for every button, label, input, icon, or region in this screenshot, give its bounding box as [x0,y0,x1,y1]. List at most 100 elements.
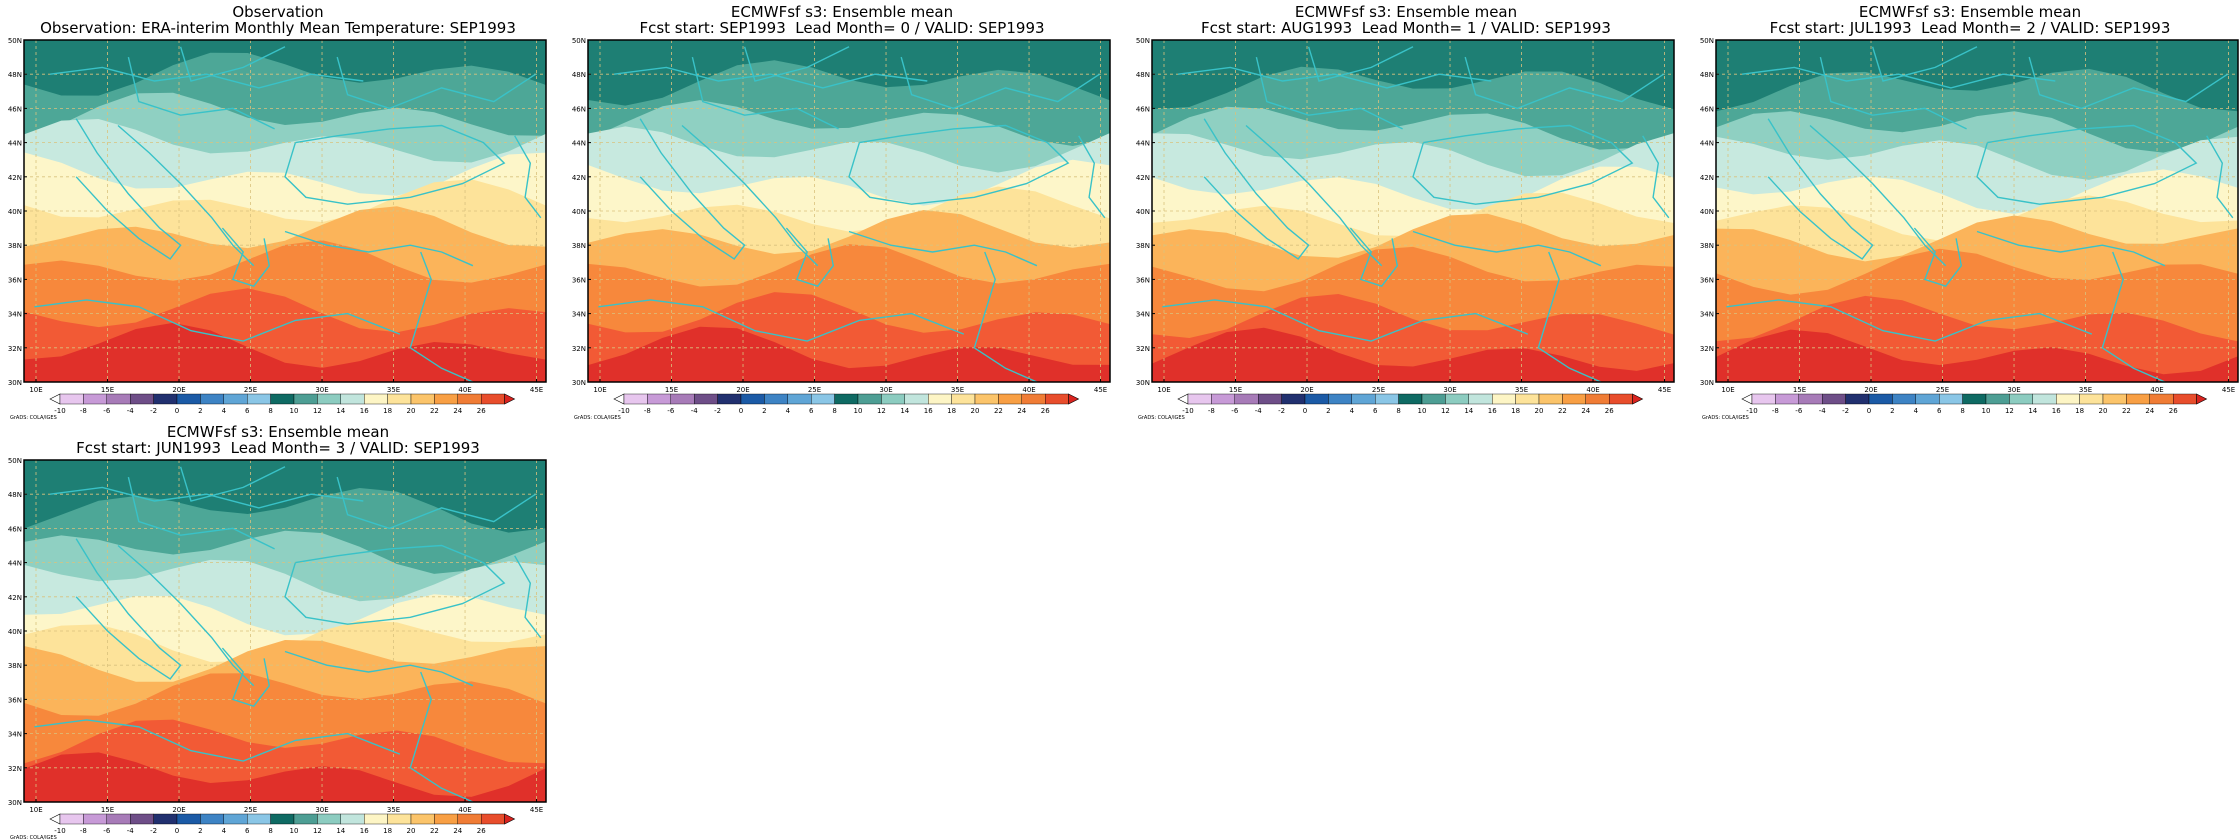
contour-fill [1152,40,1674,382]
colorbar-swatch [998,393,1022,405]
lon-tick-label: 10E [1721,386,1734,392]
colorbar-label: 16 [360,407,369,415]
colorbar-label: 10 [1418,407,1427,415]
lat-tick-label: 46N [1136,105,1150,113]
colorbar-swatch [1798,393,1823,405]
coastline [1255,56,1403,130]
colorbar-swatch [834,393,859,405]
coastline [848,124,1070,205]
lon-tick-label: 40E [458,386,471,392]
coastline [973,251,996,349]
lat-tick-label: 42N [1700,174,1714,182]
lat-tick-label: 44N [8,140,22,148]
lat-tick-label: 40N [8,208,22,216]
lat-tick-label: 42N [8,594,22,602]
coastline [221,227,271,288]
coastline [1078,135,1106,219]
coastline [2028,56,2228,110]
colorbar-swatch [1257,393,1282,405]
lat-tick-label: 36N [1136,276,1150,284]
colorbar-swatch [881,393,905,405]
colorbar-label: -2 [1842,407,1849,415]
lon-tick-label: 30E [315,806,328,812]
colorbar-swatch [83,393,108,405]
colorbar-label: -2 [150,827,157,835]
colorbar-swatch [1351,393,1376,405]
colorbar-swatch [293,393,318,405]
lat-tick-label: 50N [1136,37,1150,45]
coastline [284,650,474,687]
coastline [598,299,965,342]
colorbar-label: 14 [336,407,345,415]
lat-tick-label: 38N [8,242,22,250]
colorbar-swatch [457,393,482,405]
colorbar-label: 22 [430,827,439,835]
colorbar-label: 22 [1558,407,1567,415]
colorbar-label: 8 [268,407,272,415]
colorbar-label: 2 [762,407,766,415]
colorbar-label: 2 [198,407,202,415]
colorbar-label: 12 [877,407,886,415]
colorbar-swatch [764,393,788,405]
panel-subtitle: Fcst start: JUN1993 Lead Month= 3 / VALI… [76,439,480,457]
lat-tick-label: 32N [572,345,586,353]
colorbar-label: -4 [1819,407,1827,415]
lat-tick-label: 32N [1700,345,1714,353]
coastline [179,466,286,502]
lat-tick-label: 40N [1136,208,1150,216]
colorbar-arrow-right [504,813,516,825]
colorbar-arrow-left [49,813,61,825]
colorbar-swatch [1585,393,1610,405]
colorbar-label: 16 [2052,407,2061,415]
coastline [1767,118,1874,260]
colorbar-swatch [647,393,672,405]
colorbar-label: 20 [971,407,980,415]
colorbar-label: 26 [1041,407,1050,415]
colorbar: -10 -8 -6 -4 -2 0 2 4 6 8 10 12 14 16 18 20 22 24 26GrADS:… [10,393,516,420]
map-panel-lead-2: ECMWFsf s3: Ensemble mean Fcst start: JU… [1700,0,2240,420]
lon-tick-label: 45E [530,806,543,812]
coastline [179,46,286,82]
lon-tick-label: 10E [1157,386,1170,392]
lat-tick-label: 34N [1700,311,1714,319]
coastline [34,719,401,762]
colorbar-swatch [928,393,952,405]
lat-tick-label: 50N [8,37,22,45]
coastlines [34,466,542,802]
coastline [900,56,1100,110]
colorbar-label: 0 [1867,407,1871,415]
colorbar-swatch [270,393,295,405]
colorbar-label: 4 [786,407,791,415]
lon-tick-label: 35E [951,386,964,392]
colorbar-arrow-left [613,393,625,405]
colorbar-label: 24 [453,827,462,835]
colorbar-swatch [223,813,248,825]
coastlines [1726,46,2234,382]
colorbar-swatch [904,393,929,405]
coastline [409,251,432,349]
colorbar-swatch [1938,393,1963,405]
colorbar-swatch [2102,393,2127,405]
coastline [2101,251,2124,349]
colorbar-swatch [1985,393,2010,405]
temperature-map: 30N 32N 34N 36N 38N 40N 42N 44N 46N 48N 50N 10E 15E 2… [572,37,1111,392]
coastline [127,476,275,550]
colorbar-swatch [340,393,365,405]
colorbar-swatch [410,393,435,405]
lon-tick-label: 20E [1300,386,1313,392]
coastline [1412,124,1634,205]
colorbar-label: 18 [1511,407,1520,415]
colorbar-label: 4 [1914,407,1919,415]
lat-tick-label: 42N [572,174,586,182]
colorbar-label: -10 [54,407,65,415]
coastlines [598,46,1106,382]
lat-tick-label: 30N [572,379,586,387]
temperature-map: 30N 32N 34N 36N 38N 40N 42N 44N 46N 48N 50N 10E 15E 2… [8,37,547,392]
coastline [681,124,819,267]
colorbar-swatch [176,813,201,825]
colorbar-swatch [1892,393,1916,405]
coastline [614,66,928,89]
coastline [1412,230,1602,267]
coastline [639,118,746,260]
grads-credit: GrADS: COLA/IGES [1138,415,1185,420]
